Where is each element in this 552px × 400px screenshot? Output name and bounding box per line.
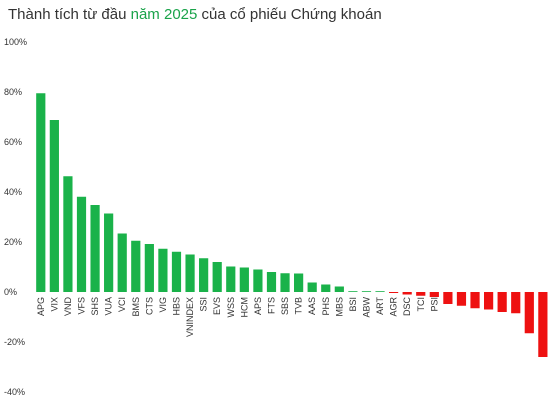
- bar-bms: [131, 240, 141, 292]
- y-tick-label: -20%: [4, 337, 25, 347]
- category-label: FTS: [266, 297, 276, 314]
- bar-vix: [49, 120, 59, 292]
- y-tick-label: 0%: [4, 287, 17, 297]
- bar-ds3: [511, 292, 521, 314]
- category-label: VIG: [158, 297, 168, 313]
- bar-tvb: [294, 273, 304, 292]
- category-label: VUA: [104, 297, 114, 316]
- category-label: MBS: [334, 297, 344, 317]
- bar-hcm: [239, 267, 249, 292]
- bar-psi: [429, 292, 439, 297]
- bar-cts: [144, 244, 154, 292]
- bar-vfs: [76, 196, 87, 292]
- category-label: ABW: [361, 297, 371, 318]
- category-label: HBS: [171, 297, 181, 316]
- bar-bvs: [456, 292, 467, 306]
- bar-vnd: [63, 176, 73, 292]
- category-label: APG: [36, 297, 46, 316]
- title-highlight: năm 2025: [130, 6, 198, 23]
- bar-apg: [36, 93, 46, 292]
- bar-tvs: [443, 292, 453, 304]
- bar-vnindex: [185, 254, 195, 292]
- y-tick-label: 60%: [4, 137, 22, 147]
- category-label: VND: [63, 297, 73, 317]
- category-label: DSC: [402, 297, 412, 317]
- category-label: SSI: [199, 297, 209, 312]
- bar-vig: [158, 248, 168, 292]
- category-label: HCM: [239, 297, 249, 318]
- category-label: AGR: [389, 297, 399, 317]
- title-part-1: Thành tích từ đầu: [8, 6, 131, 23]
- category-label: TCI: [416, 297, 426, 312]
- bar-vci: [117, 233, 127, 292]
- category-label: PSI: [429, 297, 439, 312]
- category-label: BSI: [348, 297, 358, 312]
- bar-mbs: [334, 286, 344, 292]
- bar-tci: [416, 292, 426, 296]
- y-tick-label: 100%: [4, 37, 27, 47]
- bar-aps: [253, 269, 263, 292]
- y-tick-label: -40%: [4, 387, 25, 397]
- category-label: CTS: [144, 297, 154, 315]
- bar-evs: [212, 262, 222, 292]
- bar-hbs: [484, 292, 494, 310]
- bar-vds: [497, 292, 507, 312]
- bar-sbs: [280, 273, 290, 292]
- bar-hbs: [171, 251, 182, 292]
- bar-agr: [389, 292, 399, 293]
- bar-ivs: [538, 292, 548, 357]
- bar-aas: [307, 282, 317, 292]
- bar-dsc: [402, 292, 412, 295]
- y-tick-label: 40%: [4, 187, 22, 197]
- bar-shs: [90, 205, 100, 292]
- category-label: TVB: [294, 297, 304, 315]
- category-label: SHS: [90, 297, 100, 316]
- bar-vua: [104, 213, 114, 292]
- category-label: VFS: [77, 297, 87, 315]
- category-label: ART: [375, 297, 385, 315]
- category-label: SBS: [280, 297, 290, 315]
- bar-art: [375, 291, 385, 292]
- category-label: EVS: [212, 297, 222, 315]
- bar-ors: [470, 292, 480, 309]
- category-label: PHS: [321, 297, 331, 316]
- title-part-3: của cổ phiếu Chứng khoán: [197, 6, 382, 23]
- chart-title: Thành tích từ đầu năm 2025 của cổ phiếu …: [8, 6, 382, 23]
- bar-phs: [321, 284, 331, 292]
- bar-sbs: [524, 292, 534, 334]
- category-label: VIX: [49, 297, 59, 312]
- y-tick-label: 20%: [4, 237, 22, 247]
- bar-abw: [361, 291, 372, 292]
- category-label: VCI: [117, 297, 127, 312]
- category-label: VNINDEX: [185, 297, 195, 337]
- bar-ssi: [199, 258, 209, 292]
- y-tick-label: 80%: [4, 87, 22, 97]
- bar-bsi: [348, 291, 358, 292]
- category-label: APS: [253, 297, 263, 315]
- category-label: AAS: [307, 297, 317, 315]
- category-label: BMS: [131, 297, 141, 317]
- bar-wss: [226, 266, 236, 292]
- bar-fts: [266, 272, 277, 292]
- category-label: WSS: [226, 297, 236, 318]
